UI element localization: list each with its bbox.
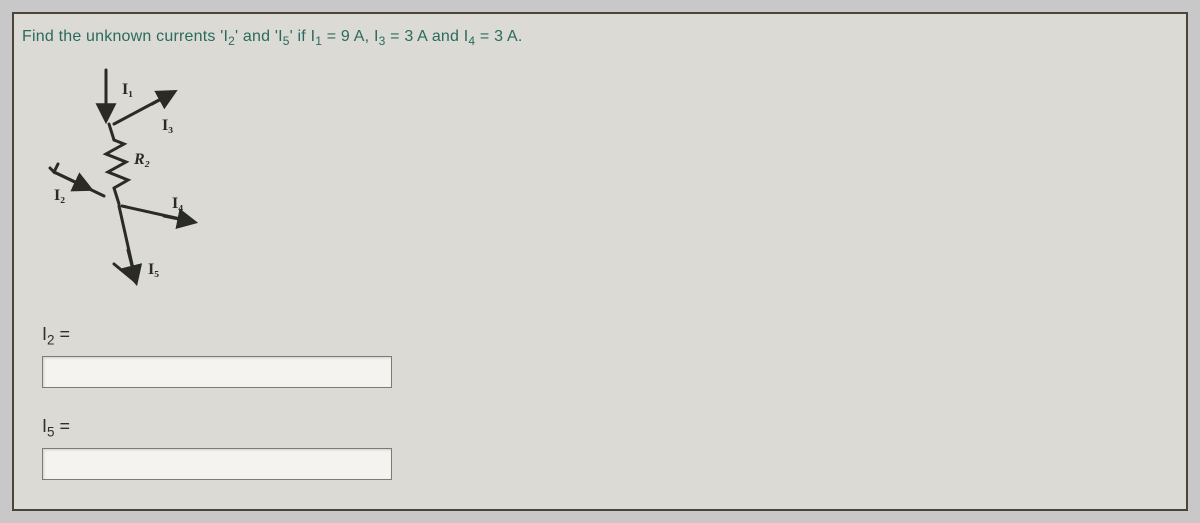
answer-input-I2[interactable]: [42, 356, 392, 388]
label-I5: I₅: [148, 261, 159, 278]
answer-block-I2: I2 =: [42, 324, 392, 388]
q-text: ' and ': [235, 28, 278, 45]
q-sub: 5: [283, 34, 290, 48]
circuit-diagram: I₁ I₃ R₂ I₂ I₄ I₅: [44, 64, 254, 304]
q-text: = 9 A, I: [322, 28, 379, 45]
question-prompt: Find the unknown currents 'I2' and 'I5' …: [22, 28, 523, 48]
label-sub: 2: [47, 333, 55, 348]
label-I1: I₁: [122, 81, 133, 98]
q-text: = 3 A.: [475, 28, 522, 45]
label-R2: R₂: [133, 151, 150, 168]
q-text: ' if I: [290, 28, 316, 45]
question-frame: Find the unknown currents 'I2' and 'I5' …: [12, 12, 1188, 511]
answer-input-I5[interactable]: [42, 448, 392, 480]
answer-label-I5: I5 =: [42, 416, 392, 440]
label-I3: I₃: [162, 117, 173, 134]
q-sub: 2: [228, 34, 235, 48]
q-text: = 3 A and I: [385, 28, 468, 45]
answer-label-I2: I2 =: [42, 324, 392, 348]
answer-block-I5: I5 =: [42, 416, 392, 480]
label-I2: I₂: [54, 187, 65, 204]
q-text: Find the unknown currents ': [22, 28, 223, 45]
label-eq: =: [55, 416, 71, 436]
label-sub: 5: [47, 425, 55, 440]
label-eq: =: [55, 324, 71, 344]
label-I4: I₄: [172, 195, 183, 212]
